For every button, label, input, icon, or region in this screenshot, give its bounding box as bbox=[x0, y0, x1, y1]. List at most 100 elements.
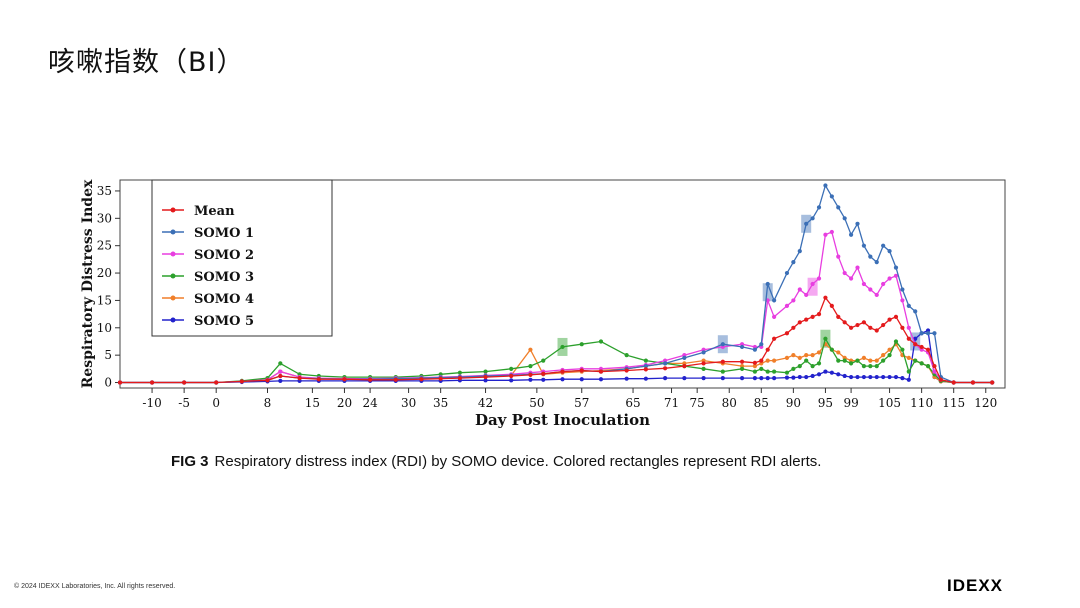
series-line-somo-5 bbox=[120, 329, 993, 384]
data-point-somo-3 bbox=[913, 358, 918, 363]
data-point-somo-3 bbox=[823, 336, 828, 341]
data-point-somo-3 bbox=[541, 358, 546, 363]
data-point-somo-5 bbox=[483, 378, 488, 383]
legend-marker bbox=[170, 273, 176, 279]
data-point-somo-3 bbox=[848, 361, 854, 366]
data-point-somo-1 bbox=[804, 221, 809, 226]
data-point-somo-3 bbox=[906, 369, 911, 374]
data-point-somo-3 bbox=[893, 339, 899, 344]
figure-caption-label: FIG 3 bbox=[171, 453, 209, 470]
data-point-mean bbox=[861, 320, 867, 325]
data-point-mean bbox=[900, 325, 905, 330]
data-point-somo-1 bbox=[759, 342, 764, 347]
data-point-somo-3 bbox=[457, 370, 462, 375]
data-point-somo-4 bbox=[772, 358, 777, 363]
data-point-somo-1 bbox=[855, 221, 860, 226]
data-point-mean bbox=[316, 377, 321, 382]
legend-entry: SOMO 3 bbox=[194, 270, 254, 285]
data-point-somo-3 bbox=[720, 369, 725, 374]
data-point-mean bbox=[881, 322, 886, 328]
data-point-somo-5 bbox=[579, 377, 584, 382]
data-point-somo-5 bbox=[772, 376, 777, 381]
data-point-somo-2 bbox=[874, 292, 879, 298]
x-tick-label: -5 bbox=[178, 396, 190, 410]
data-point-somo-1 bbox=[887, 249, 892, 254]
data-point-somo-5 bbox=[881, 374, 886, 380]
data-point-somo-2 bbox=[278, 369, 283, 374]
data-point-mean bbox=[342, 377, 347, 382]
x-tick-label: 80 bbox=[722, 396, 737, 410]
data-point-mean bbox=[893, 314, 899, 319]
data-point-somo-2 bbox=[887, 276, 892, 281]
rdi-alert-marker bbox=[807, 277, 818, 296]
legend: Mean SOMO 1 SOMO 2 SOMO 3 SOMO 4 SOMO 5 bbox=[151, 179, 333, 337]
data-point-somo-5 bbox=[560, 377, 565, 382]
x-tick-label: 99 bbox=[843, 396, 858, 410]
data-point-somo-1 bbox=[836, 205, 841, 210]
data-point-somo-3 bbox=[765, 369, 770, 374]
idexx-logo: IDEXX bbox=[947, 576, 1004, 595]
data-point-somo-5 bbox=[874, 374, 879, 380]
data-point-somo-3 bbox=[804, 358, 809, 363]
data-point-somo-3 bbox=[791, 366, 796, 371]
data-point-somo-4 bbox=[528, 347, 533, 352]
legend-marker bbox=[170, 207, 176, 213]
data-point-mean bbox=[720, 359, 725, 364]
data-point-somo-2 bbox=[797, 287, 802, 292]
data-point-mean bbox=[598, 369, 604, 374]
x-tick-label: 50 bbox=[529, 396, 544, 410]
data-point-somo-5 bbox=[887, 374, 892, 380]
data-point-somo-3 bbox=[624, 353, 629, 358]
rdi-alert-marker bbox=[762, 283, 773, 302]
y-tick-label: 0 bbox=[104, 376, 112, 390]
data-point-somo-4 bbox=[752, 364, 757, 369]
data-point-somo-5 bbox=[752, 376, 757, 381]
data-point-mean bbox=[265, 378, 270, 383]
data-point-somo-5 bbox=[509, 378, 514, 383]
data-point-somo-2 bbox=[900, 298, 905, 303]
data-point-somo-5 bbox=[855, 374, 860, 380]
data-point-mean bbox=[278, 373, 283, 379]
x-axis-label: Day Post Inoculation bbox=[475, 411, 650, 429]
data-point-somo-4 bbox=[784, 355, 790, 360]
data-point-somo-1 bbox=[663, 361, 668, 366]
data-point-somo-3 bbox=[842, 358, 847, 363]
data-point-somo-5 bbox=[598, 377, 604, 382]
y-tick-label: 15 bbox=[97, 293, 112, 307]
data-point-somo-2 bbox=[842, 270, 847, 276]
data-point-somo-1 bbox=[643, 364, 648, 369]
data-point-mean bbox=[810, 314, 815, 319]
data-point-somo-3 bbox=[528, 364, 533, 369]
y-tick-label: 25 bbox=[97, 239, 112, 253]
figure-caption: FIG 3 Respiratory distress index (RDI) by… bbox=[171, 453, 821, 470]
data-point-mean bbox=[483, 374, 488, 380]
data-point-somo-5 bbox=[759, 376, 764, 381]
data-point-mean bbox=[797, 320, 802, 325]
legend-entry: Mean bbox=[194, 204, 235, 219]
data-point-mean bbox=[906, 336, 911, 341]
figure-caption-text: Respiratory distress index (RDI) by SOMO… bbox=[214, 453, 822, 470]
data-point-somo-4 bbox=[887, 347, 892, 352]
x-tick-label: 35 bbox=[433, 396, 448, 410]
data-point-somo-4 bbox=[816, 350, 822, 355]
series-mean bbox=[117, 295, 995, 385]
data-point-mean bbox=[643, 367, 648, 372]
data-point-somo-3 bbox=[752, 369, 757, 374]
data-point-somo-3 bbox=[874, 364, 879, 369]
data-point-somo-4 bbox=[861, 355, 867, 360]
data-point-somo-2 bbox=[868, 287, 873, 292]
data-point-somo-3 bbox=[836, 358, 841, 363]
x-tick-label: 110 bbox=[910, 396, 933, 410]
data-point-mean bbox=[765, 347, 770, 352]
data-point-somo-1 bbox=[810, 216, 815, 221]
legend-entry: SOMO 1 bbox=[194, 226, 254, 241]
data-point-somo-1 bbox=[842, 216, 847, 221]
data-point-somo-4 bbox=[797, 355, 802, 360]
data-point-mean bbox=[239, 379, 244, 384]
data-point-somo-1 bbox=[791, 260, 796, 265]
data-point-somo-3 bbox=[579, 342, 584, 347]
x-tick-label: 65 bbox=[625, 396, 640, 410]
data-point-somo-4 bbox=[804, 353, 809, 358]
legend-marker bbox=[170, 229, 176, 235]
data-point-somo-1 bbox=[765, 281, 770, 287]
